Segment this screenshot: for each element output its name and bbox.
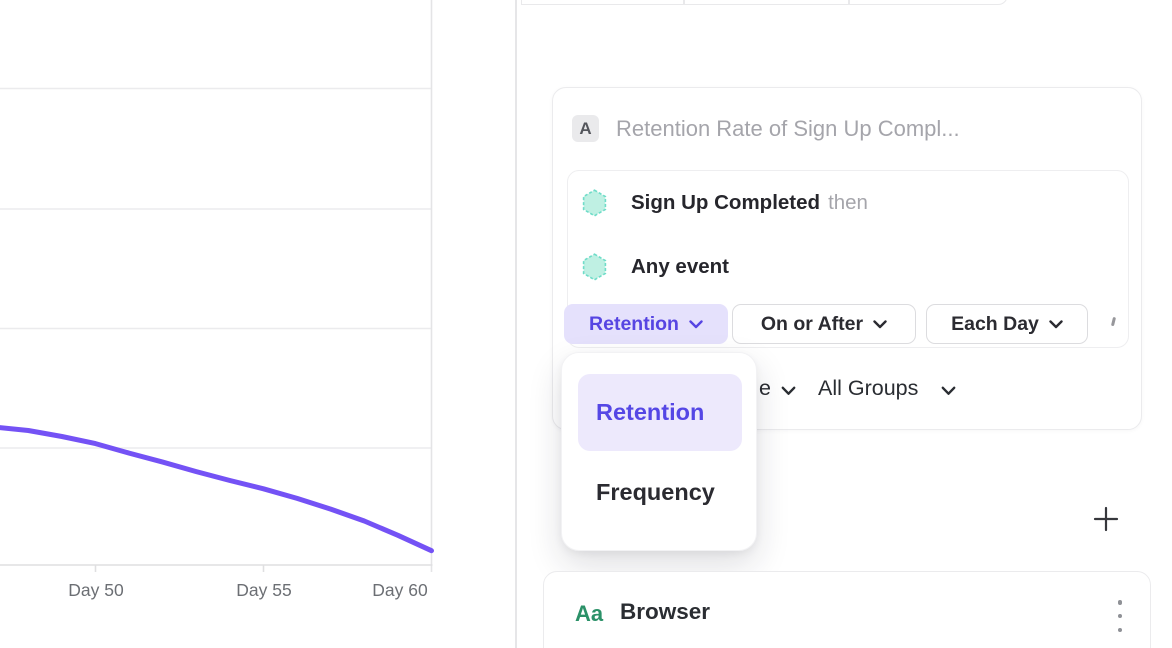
kebab-dot — [1117, 627, 1123, 632]
clipped-top-bar-divider — [848, 0, 850, 4]
add-button[interactable] — [1092, 505, 1120, 533]
property-card-browser[interactable]: Aa Browser — [543, 571, 1151, 648]
menu-item-label: Frequency — [596, 478, 715, 505]
x-tick-label-day50: Day 50 — [68, 580, 124, 600]
measure-dropdown-label: Retention — [589, 312, 679, 335]
event-row-signup[interactable]: Sign Up Completed then — [582, 189, 868, 217]
clipped-top-bar — [521, 0, 1008, 5]
kebab-dot — [1117, 613, 1123, 619]
retention-chart-area: Day 50 Day 55 Day 60 — [0, 0, 516, 648]
event-name: Any event — [631, 255, 729, 278]
chart-x-ticks — [94, 565, 265, 572]
x-tick-label-day60: Day 60 — [372, 580, 428, 600]
event-name: Sign Up Completed — [631, 191, 821, 214]
chevron-down-icon[interactable] — [941, 386, 956, 396]
chevron-down-icon — [689, 319, 703, 328]
kebab-menu-icon[interactable] — [1108, 598, 1132, 634]
event-hexagon-icon — [582, 253, 607, 281]
chart-gridlines — [0, 87, 432, 449]
property-type-icon: Aa — [575, 601, 604, 626]
clipped-dropdown-fragment[interactable]: e — [759, 376, 771, 400]
chevron-down-icon — [1049, 319, 1063, 328]
window-dropdown-button[interactable]: On or After — [732, 304, 916, 344]
property-label: Browser — [620, 599, 711, 624]
event-hexagon-icon — [582, 189, 607, 217]
interval-dropdown-label: Each Day — [951, 312, 1039, 335]
groups-row: e All Groups — [553, 376, 1141, 404]
menu-item-retention[interactable]: Retention — [578, 374, 742, 451]
kebab-dot — [1117, 600, 1123, 605]
measure-dropdown-button[interactable]: Retention — [564, 304, 728, 344]
chevron-down-icon[interactable] — [781, 386, 796, 396]
interval-dropdown-button[interactable]: Each Day — [926, 304, 1088, 344]
event-row-any-event[interactable]: Any event — [582, 253, 729, 281]
menu-item-label: Retention — [596, 399, 705, 425]
group-by-dropdown[interactable]: All Groups — [818, 376, 919, 400]
clipped-top-bar-divider — [683, 0, 685, 4]
event-suffix-then: then — [828, 191, 868, 214]
retention-line-series — [0, 425, 434, 554]
query-title-input[interactable]: Retention Rate of Sign Up Compl... — [616, 116, 960, 141]
retention-chart — [0, 0, 434, 572]
chevron-down-icon — [873, 319, 887, 328]
menu-item-frequency[interactable]: Frequency — [578, 455, 742, 529]
x-tick-label-day55: Day 55 — [236, 580, 292, 600]
query-badge-a[interactable]: A — [572, 115, 599, 142]
window-dropdown-label: On or After — [760, 312, 864, 335]
measure-dropdown-menu: Retention Frequency — [561, 352, 757, 551]
panel-divider — [515, 0, 517, 648]
